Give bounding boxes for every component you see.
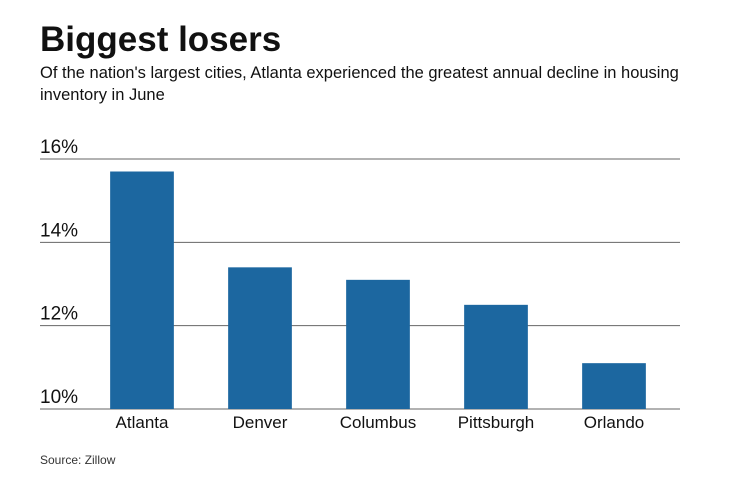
- x-tick-label: Atlanta: [116, 413, 169, 432]
- bar: [110, 171, 174, 409]
- x-tick-label: Pittsburgh: [458, 413, 535, 432]
- y-tick-label: 14%: [40, 220, 78, 241]
- bar: [228, 267, 292, 409]
- chart-subtitle: Of the nation's largest cities, Atlanta …: [40, 64, 679, 104]
- bar: [346, 279, 410, 409]
- source-note: Source: Zillow: [40, 453, 116, 467]
- y-tick-label: 12%: [40, 304, 78, 325]
- x-tick-label: Orlando: [584, 413, 644, 432]
- x-tick-label: Columbus: [340, 413, 417, 432]
- bar: [464, 304, 528, 409]
- y-tick-label: 10%: [40, 387, 78, 408]
- chart-title: Biggest losers: [40, 20, 282, 59]
- bar: [582, 363, 646, 409]
- chart: 10% 12% 14% 16% Atlanta Denver Columbus Pittsbu…: [40, 137, 680, 432]
- x-tick-label: Denver: [233, 413, 288, 432]
- y-tick-label: 16%: [40, 137, 78, 158]
